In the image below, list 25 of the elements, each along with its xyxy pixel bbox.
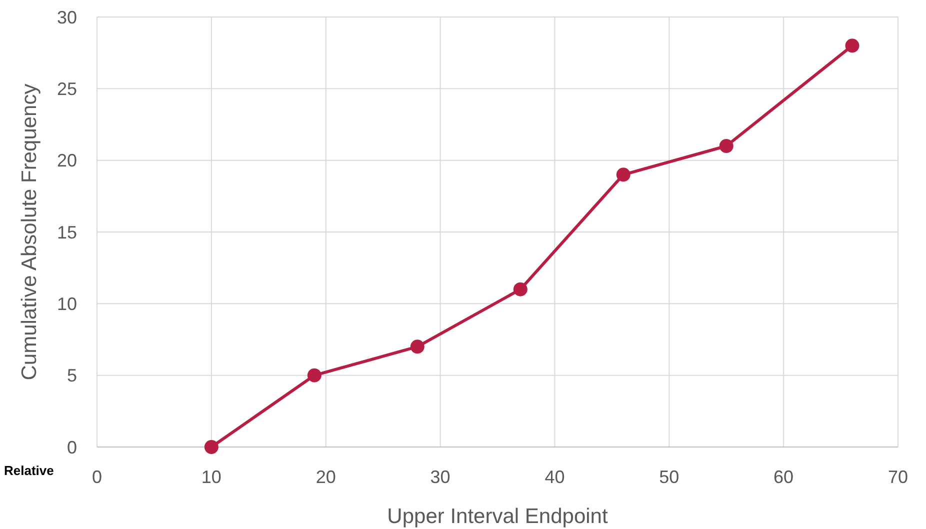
y-tick-label: 5	[66, 366, 77, 386]
text: Relative	[4, 463, 54, 478]
x-tick-label: 40	[544, 467, 565, 487]
y-tick-label: 30	[56, 7, 77, 28]
point	[616, 168, 630, 182]
point	[307, 368, 322, 382]
x-axis-title: Upper Interval Endpoint	[387, 505, 608, 528]
y-axis-title: Cumulative Absolute Frequency	[18, 83, 41, 380]
point	[845, 38, 860, 53]
x-tick-label: 50	[659, 467, 680, 487]
x-tick-label: 0	[92, 467, 102, 487]
point	[204, 440, 218, 454]
x-tick-label: 70	[888, 467, 908, 487]
point	[719, 139, 734, 153]
x-tick-label: 60	[774, 467, 794, 487]
x-tick-label: 10	[201, 467, 222, 487]
y-tick-label: 10	[56, 294, 77, 314]
y-tick-label: 25	[56, 78, 77, 99]
y-tick-label: 0	[66, 437, 77, 458]
x-tick-label: 30	[430, 467, 450, 487]
point	[410, 340, 424, 354]
y-tick-label: 15	[56, 222, 77, 242]
x-tick-label: 20	[316, 467, 336, 487]
y-tick-label: 20	[56, 150, 77, 171]
point	[513, 282, 528, 296]
